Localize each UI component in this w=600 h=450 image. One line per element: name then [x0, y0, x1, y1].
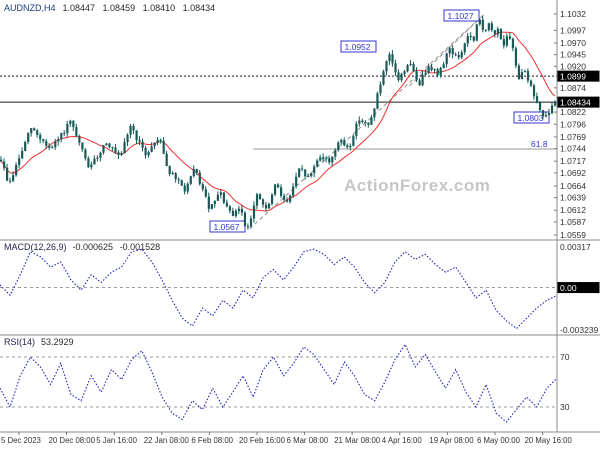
time-axis: 5 Dec 2023 20 Dec 08:00 5 Jan 16:00 22 Jan … [1, 432, 573, 445]
price-axis-label: 1.0945 [560, 50, 586, 60]
candlestick-series [0, 15, 557, 230]
macd-zero-box [557, 282, 600, 294]
time-axis-label: 22 Jan 08:00 [144, 436, 190, 445]
main-chart-panel: 61.8 1.0899 1.08434 1.0952 1.1027 1.0803 1.056… [0, 9, 600, 233]
price-level-box [557, 96, 600, 108]
price-axis-label: 1.0822 [560, 107, 586, 117]
price-axis-label: 1.0612 [560, 205, 586, 215]
rsi-line [0, 343, 558, 423]
macd-values: -0.000625 -0.001528 [72, 242, 161, 252]
price-axis-label: 1.0559 [560, 230, 586, 240]
time-axis-label: 20 Dec 08:00 [49, 436, 96, 445]
price-annotation-label: 1.0952 [345, 42, 371, 52]
trendline [249, 14, 484, 230]
time-axis-label: 19 Apr 08:00 [429, 436, 474, 445]
rsi-values: 53.2929 [41, 337, 74, 347]
rsi-panel: 70 30 [0, 343, 570, 423]
time-axis-label: 21 Mar 08:00 [334, 436, 381, 445]
time-axis-label: 5 Dec 2023 [1, 436, 41, 445]
chart-header: AUDNZD,H4 1.08447 1.08459 1.08410 1.08434 [4, 3, 215, 13]
price-annotation-box [443, 9, 480, 22]
price-axis-label: 1.0744 [560, 144, 586, 154]
price-level-box [557, 70, 600, 82]
price-axis-label: 1.0717 [560, 156, 586, 166]
time-axis-label: 4 Apr 16:00 [382, 436, 423, 445]
price-axis-label: 1.0874 [560, 83, 586, 93]
price-axis-label: 1.0639 [560, 193, 586, 203]
symbol-timeframe-label: AUDNZD,H4 [4, 3, 56, 13]
rsi-level-label: 30 [560, 402, 570, 412]
price-annotation-box [513, 111, 550, 124]
price-axis-label: 1.0997 [560, 25, 586, 35]
rsi-name: RSI(14) [4, 337, 36, 347]
price-axis-label: 1.0692 [560, 168, 586, 178]
price-level-box-label: 1.08434 [560, 98, 591, 108]
price-annotation-box [340, 40, 377, 53]
macd-panel-label: MACD(12,26,9) -0.000625 -0.001528 [4, 242, 160, 252]
price-level-box-label: 1.0899 [560, 72, 586, 82]
macd-axis-max-label: 0.00317 [560, 242, 591, 252]
price-axis-label: 1.0796 [560, 119, 586, 129]
price-annotation-label: 1.1027 [448, 11, 474, 21]
price-axis-label: 1.0664 [560, 181, 586, 191]
price-annotation-box [209, 220, 246, 233]
macd-zero-box-label: 0.00 [560, 283, 577, 293]
moving-average-line [0, 31, 556, 212]
rsi-panel-label: RSI(14) 53.2929 [4, 337, 74, 347]
fib-level-label: 61.8 [531, 139, 548, 149]
price-axis-label: 1.0587 [560, 217, 586, 227]
price-annotation-label: 1.0567 [214, 222, 240, 232]
price-axis-label: 1.0970 [560, 38, 586, 48]
price-axis-label: 1.0769 [560, 132, 586, 142]
macd-line [0, 248, 558, 330]
price-axis-label: 1.1032 [560, 9, 586, 19]
macd-panel: 0.00317 -0.003239 0.00 [0, 242, 600, 335]
price-annotation-label: 1.0803 [518, 113, 544, 123]
macd-axis-min-label: -0.003239 [560, 325, 599, 335]
price-axis-label: 1.0920 [560, 61, 586, 71]
time-axis-label: 6 Mar 08:00 [287, 436, 329, 445]
time-axis-label: 20 May 16:00 [525, 436, 573, 445]
time-axis-label: 6 May 00:00 [477, 436, 521, 445]
panel-frame [0, 0, 600, 433]
price-axis: 1.10321.09971.09701.09451.09201.08741.08… [554, 9, 586, 240]
ohlc-values: 1.08447 1.08459 1.08410 1.08434 [62, 3, 216, 13]
time-axis-label: 20 Feb 16:00 [239, 436, 286, 445]
time-axis-label: 6 Feb 08:00 [191, 436, 233, 445]
trendline [409, 14, 484, 87]
time-axis-label: 5 Jan 16:00 [96, 436, 137, 445]
actionforex-watermark: ActionForex.com [344, 176, 491, 195]
rsi-level-label: 70 [560, 352, 570, 362]
macd-name: MACD(12,26,9) [4, 242, 67, 252]
